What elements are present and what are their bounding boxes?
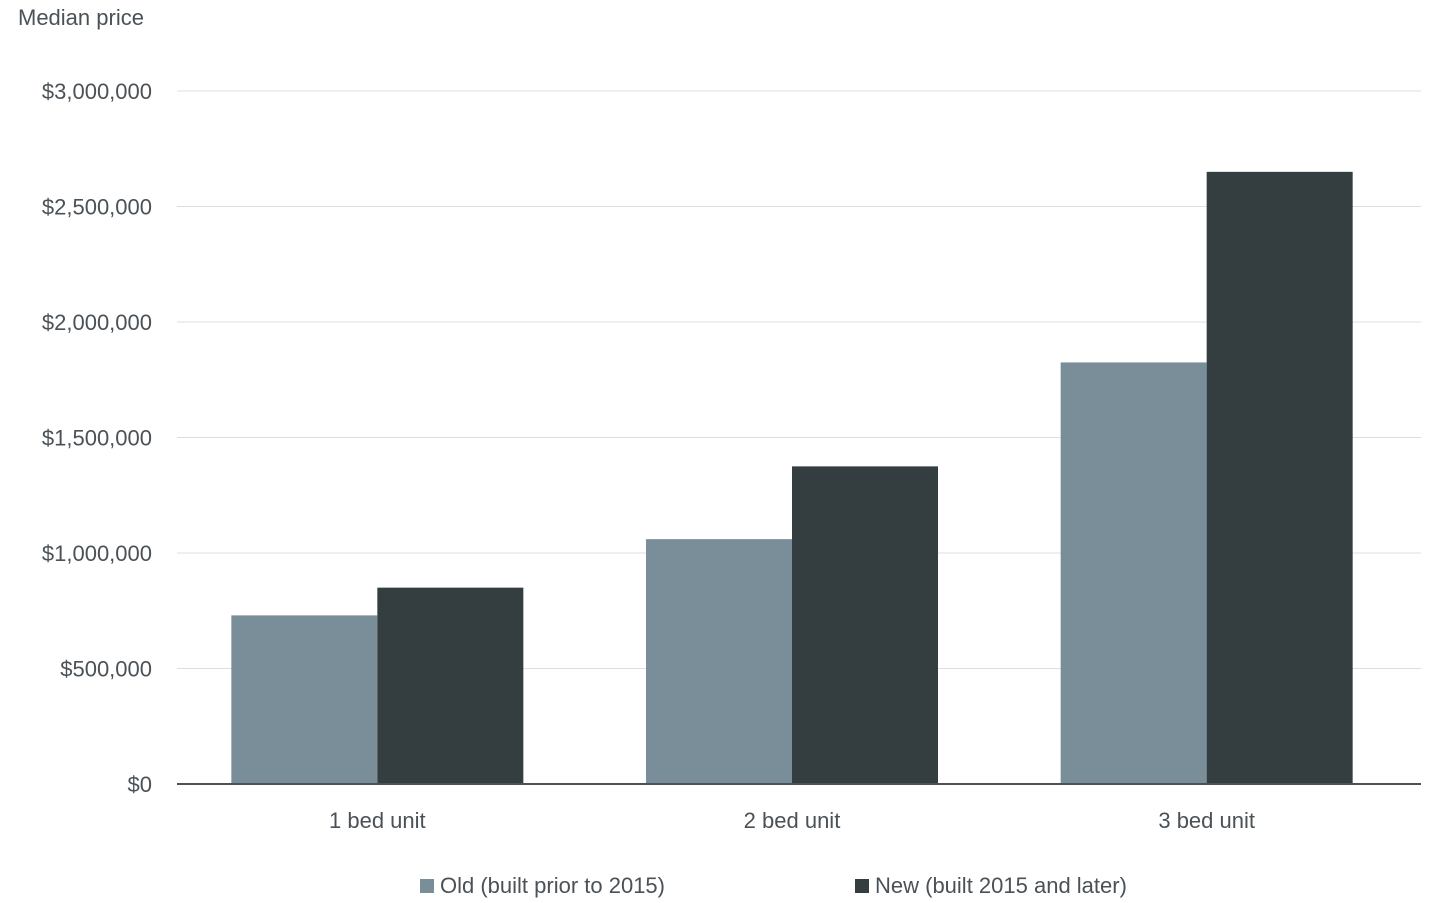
y-tick-label: $0 (128, 772, 152, 797)
bar (231, 615, 378, 784)
y-tick-label: $2,500,000 (42, 195, 152, 220)
y-axis-title: Median price (18, 5, 144, 30)
legend-label-old: Old (built prior to 2015) (440, 873, 665, 898)
y-tick-label: $3,000,000 (42, 79, 152, 104)
y-tick-label: $2,000,000 (42, 310, 152, 335)
y-tick-label: $500,000 (60, 657, 152, 682)
bar (792, 466, 938, 784)
bar (1206, 171, 1353, 785)
x-category-label: 1 bed unit (329, 808, 426, 833)
legend: Old (built prior to 2015) New (built 201… (0, 873, 1430, 903)
bar (646, 539, 792, 784)
y-tick-label: $1,500,000 (42, 426, 152, 451)
x-category-label: 3 bed unit (1158, 808, 1255, 833)
bar (1060, 362, 1207, 784)
legend-swatch-new (855, 879, 869, 893)
legend-label-new: New (built 2015 and later) (875, 873, 1127, 898)
bar-chart: $0 $500,000 $1,000,000 $1,500,000 $2,000,000… (42, 79, 1421, 833)
x-category-label: 2 bed unit (744, 808, 841, 833)
legend-item-new: New (built 2015 and later) (855, 873, 1127, 899)
bar (377, 587, 524, 784)
legend-item-old: Old (built prior to 2015) (420, 873, 665, 899)
y-tick-label: $1,000,000 (42, 541, 152, 566)
legend-swatch-old (420, 879, 434, 893)
